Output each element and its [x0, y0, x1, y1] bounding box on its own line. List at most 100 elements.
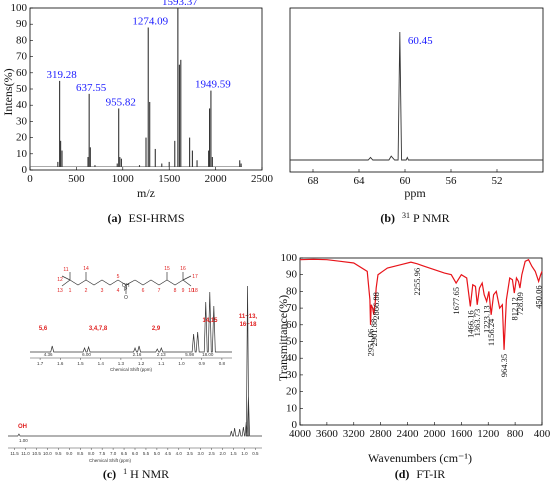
panel-a-ytick-label: 30: [16, 115, 28, 127]
panel-c-main-xtick-label: 6.5: [121, 451, 128, 456]
panel-c-main-xtick-label: 1.5: [230, 451, 237, 456]
panel-d-peak-label: 2866.88: [371, 292, 381, 320]
panel-c-inset-xtick-label: 1.4: [98, 361, 105, 366]
panel-d-peak-label: 1363.73: [472, 309, 482, 337]
panel-c-main-xtick-label: 11.5: [10, 451, 19, 456]
panel-b-xtick-label: 60: [400, 175, 412, 187]
panel-d-caption-text: FT-IR: [416, 467, 445, 481]
panel-c-caption: (c) 1 H NMR: [103, 463, 169, 481]
panel-a-xlabel: m/z: [137, 186, 155, 200]
panel-d-peak-label: 812.12: [509, 297, 519, 320]
panel-c-peak-group-label: 2,9: [152, 326, 161, 332]
panel-b-xtick-label: 68: [308, 175, 320, 187]
panel-d-peak-label: 2255.96: [412, 268, 422, 296]
panel-b-xtick-label: 64: [354, 175, 366, 187]
molecule-atom-number: 13: [57, 288, 63, 294]
panel-a-ytick-label: 60: [16, 67, 28, 79]
panel-d-ytick-label: 100: [281, 252, 298, 264]
panel-c-axis-title: Chemical Shift (ppm): [89, 458, 132, 463]
panel-c-main-xtick-label: 4.0: [176, 451, 183, 456]
panel-c-main-xtick-label: 5.0: [154, 451, 161, 456]
panel-b-plot-marks: 68 64 60 56 52 60.45: [289, 7, 544, 187]
panel-a-xtick-label: 2000: [205, 173, 228, 185]
molecule-atom-number: 16: [180, 266, 186, 272]
panel-c-inset: 1.7 1.6 1.5 1.4 1.3 1.2 1.1 1.0 0.9 0.8 Chemical S…: [30, 291, 258, 372]
panel-d-xlabel: Wavenumbers (cm⁻¹): [368, 451, 472, 465]
panel-c-main-xtick-label: 10.0: [43, 451, 52, 456]
panel-c-inset-xtick-label: 1.3: [118, 361, 125, 366]
panel-c-inset-axis-title: Chemical Shift (ppm): [110, 367, 153, 372]
panel-c-inset-xtick-label: 1.6: [57, 361, 64, 366]
panel-a-ytick-label: 10: [16, 148, 28, 160]
panel-a-peak-label: 319.28: [47, 69, 78, 81]
panel-c-inset-integral: 2.16: [133, 352, 142, 357]
panel-d-ytick-label: 60: [286, 319, 298, 331]
panel-c-inset-xtick-label: 0.9: [199, 361, 206, 366]
panel-a-xtick-label: 500: [68, 173, 85, 185]
panel-c-main-xtick-label: 0.5: [252, 451, 259, 456]
panel-d-peak-label: 2951.06: [366, 329, 376, 357]
molecule-atom-number: 7: [158, 288, 161, 294]
panel-d-ylabel: Transmittance(%): [276, 295, 290, 381]
panel-a-peak-label: 637.55: [76, 82, 107, 94]
panel-d-xtick-label: 3200: [343, 428, 366, 440]
panel-c-letter: (c): [103, 467, 116, 481]
panel-c-inset-integral: 4.36: [44, 352, 53, 357]
panel-b-spectrum-line: [290, 31, 543, 161]
panel-b-axes-frame: [289, 7, 544, 173]
panel-b-xtick-label: 52: [492, 175, 503, 187]
panel-d-spectrum-line: [299, 258, 543, 350]
panel-d-ytick-label: 90: [286, 269, 298, 281]
panel-a-caption: (a) ESI-HRMS: [107, 211, 184, 225]
molecule-atom-number: 17: [192, 274, 198, 280]
panel-a-ylabel: Intens(%): [1, 68, 15, 115]
panel-c-inset-xtick-label: 1.7: [37, 361, 44, 366]
panel-d-peak-label: 1223.13: [482, 305, 492, 333]
panel-c-oh-integral: 1.00: [19, 438, 28, 443]
molecule-atom-number: 15: [164, 266, 170, 272]
panel-a-xtick-label: 2500: [251, 173, 274, 185]
panel-c-frame: [5, 252, 270, 460]
panel-a-ytick-label: 0: [22, 164, 28, 176]
panel-a-peak-label: 1593.37: [162, 0, 198, 8]
panel-c-main-xtick-label: 3.5: [187, 451, 194, 456]
panel-d-caption: (d) FT-IR: [395, 467, 446, 481]
panel-d-ytick-label: 50: [286, 336, 298, 348]
panel-a-ytick-label: 90: [16, 18, 28, 30]
panel-b-31p-nmr: 68 64 60 56 52 60.45 ppm (b) 31 P NMR: [289, 7, 544, 225]
molecule-atom-number: 8: [174, 288, 177, 294]
panel-c-inset-integral: 5.98: [185, 352, 194, 357]
panel-d-ft-ir: 0 10 20 30 40 50 60 70 80 90 100 4000 3600 3200 2800 24…: [276, 252, 550, 481]
molecule-atom-number: 14: [83, 266, 89, 272]
panel-c-main-xtick-label: 7.0: [110, 451, 117, 456]
molecule-atom-number: 4: [117, 288, 120, 294]
molecule-atom-number: 10: [188, 288, 194, 294]
panel-c-peak-group-label: 16~18: [240, 322, 258, 328]
panel-d-ytick-label: 0: [292, 419, 298, 431]
molecule-atom-number: 9: [182, 288, 185, 294]
panel-c-main-xtick-label: 5.5: [143, 451, 150, 456]
panel-c-inset-integral: 18.00: [202, 352, 214, 357]
panel-b-xtick-label: 56: [446, 175, 458, 187]
molecule-oh: OH: [122, 283, 130, 289]
panel-c-main-xtick-label: 4.5: [165, 451, 172, 456]
panel-a-peak-label: 1274.09: [132, 15, 168, 27]
panel-d-ytick-label: 20: [286, 386, 298, 398]
molecule-atom-number: 18: [192, 288, 198, 294]
panel-c-inset-spectrum: [30, 291, 232, 353]
panel-a-peak-label: 955.82: [106, 96, 136, 108]
panel-a-ytick-label: 50: [16, 83, 28, 95]
panel-c-main-xtick-label: 9.5: [55, 451, 62, 456]
panel-b-caption: (b) 31 P NMR: [380, 207, 449, 225]
panel-b-caption-sup: 31: [402, 211, 410, 220]
panel-c-main-xtick-label: 6.0: [132, 451, 139, 456]
panel-d-xtick-label: 1200: [477, 428, 500, 440]
molecule-atom-number: 3: [101, 288, 104, 294]
panel-d-peak-label: 1466.16: [465, 310, 475, 338]
panel-c-peak-group-label: 5,6: [39, 326, 48, 332]
molecule-structure: [61, 272, 192, 294]
